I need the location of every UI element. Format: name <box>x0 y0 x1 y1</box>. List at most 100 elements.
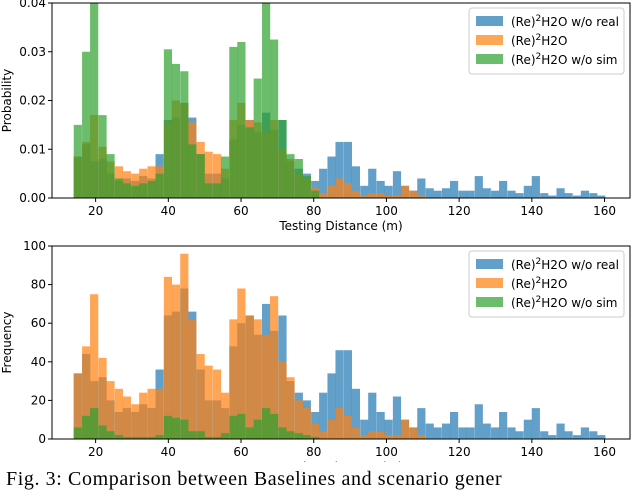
bar-green-26 <box>286 154 295 199</box>
x-tick-label: 20 <box>88 204 103 218</box>
bar-green-25 <box>278 427 287 439</box>
y-tick-label: 60 <box>31 316 46 330</box>
bar-green-21 <box>245 127 254 198</box>
x-tick-label: 100 <box>375 204 398 218</box>
y-tick-label: 0.02 <box>19 94 46 108</box>
bar-orange-40 <box>400 419 410 439</box>
bar-green-23 <box>262 3 271 198</box>
frequency-histogram: 20406080100120140160020406080100Testing … <box>0 239 631 462</box>
x-axis-label: Testing Distance (m) <box>278 219 402 233</box>
bar-orange-18 <box>220 392 230 439</box>
bar-blue-56 <box>531 176 540 198</box>
bar-green-1 <box>82 415 91 439</box>
bar-green-27 <box>294 433 303 439</box>
bar-blue-43 <box>425 423 434 439</box>
figure: 20 40 60 80 100 120 140 160 0.00 0.01 0.02 0.03 0.04… <box>0 0 631 462</box>
bar-green-7 <box>131 185 140 198</box>
bar-orange-32 <box>335 408 344 439</box>
y-tick-label: 100 <box>23 239 46 253</box>
bar-green-23 <box>262 408 271 439</box>
bar-green-8 <box>139 183 148 199</box>
legend-swatch-orange <box>476 35 503 45</box>
bar-orange-34 <box>351 190 360 198</box>
bar-blue-44 <box>433 190 442 198</box>
bar-green-29 <box>311 437 320 439</box>
bar-orange-16 <box>204 365 213 439</box>
bar-orange-22 <box>253 319 262 439</box>
bar-orange-8 <box>139 392 148 439</box>
bar-blue-56 <box>531 408 540 439</box>
bar-blue-50 <box>482 188 491 198</box>
bar-blue-54 <box>515 193 524 199</box>
x-tick-label: 140 <box>520 204 543 218</box>
bar-green-10 <box>155 173 164 199</box>
bar-orange-42 <box>417 195 426 198</box>
bar-orange-42 <box>417 435 426 439</box>
bar-green-7 <box>131 437 140 439</box>
y-tick-label: 0.00 <box>19 191 46 205</box>
bar-green-28 <box>302 176 311 198</box>
bar-orange-5 <box>114 388 123 439</box>
bar-blue-30 <box>319 168 328 198</box>
bar-blue-32 <box>335 350 344 439</box>
bar-orange-8 <box>139 168 148 198</box>
bar-orange-19 <box>229 319 238 439</box>
bar-blue-58 <box>548 435 557 439</box>
bar-green-5 <box>114 435 123 439</box>
y-axis-label: Probability <box>0 69 14 132</box>
bar-blue-55 <box>523 419 532 439</box>
bar-green-17 <box>212 183 222 199</box>
bar-blue-39 <box>392 171 402 198</box>
y-tick-label: 0.04 <box>19 0 46 10</box>
bar-orange-14 <box>188 319 197 439</box>
bar-blue-62 <box>580 190 590 198</box>
bar-orange-38 <box>384 195 393 198</box>
bar-blue-47 <box>458 427 467 439</box>
bar-green-19 <box>229 415 238 439</box>
bar-blue-38 <box>384 185 393 198</box>
bar-orange-34 <box>351 427 360 439</box>
bar-green-25 <box>278 120 287 198</box>
bar-blue-30 <box>319 392 328 439</box>
legend-swatch-blue <box>476 259 503 269</box>
bar-green-9 <box>147 180 156 198</box>
bar-blue-46 <box>449 411 459 439</box>
bar-orange-36 <box>368 431 377 439</box>
legend-box <box>468 7 625 75</box>
legend-label-blue: (Re)2H2O w/o real <box>511 14 619 29</box>
bar-green-16 <box>204 437 213 439</box>
x-tick-label: 20 <box>88 445 103 459</box>
bar-orange-23 <box>262 334 271 439</box>
bar-orange-3 <box>98 357 107 439</box>
bar-blue-53 <box>507 190 516 198</box>
bar-orange-41 <box>409 427 418 439</box>
bar-green-24 <box>270 39 279 199</box>
bar-blue-60 <box>564 193 573 199</box>
bar-blue-47 <box>458 190 467 198</box>
x-tick-label: 80 <box>306 204 321 218</box>
bar-green-17 <box>212 437 222 439</box>
bar-orange-40 <box>400 185 410 198</box>
bar-orange-17 <box>212 154 222 199</box>
bar-orange-9 <box>147 388 156 439</box>
bar-orange-27 <box>294 400 303 439</box>
bar-green-2 <box>90 408 99 439</box>
bar-blue-38 <box>384 419 393 439</box>
bar-orange-33 <box>343 415 352 439</box>
bar-green-21 <box>245 427 254 439</box>
bar-blue-35 <box>360 185 369 198</box>
y-axis-label: Frequency <box>0 312 14 374</box>
bar-green-6 <box>122 437 131 439</box>
bar-green-20 <box>237 42 246 198</box>
bar-green-24 <box>270 413 279 439</box>
x-tick-label: 120 <box>448 204 471 218</box>
bar-blue-53 <box>507 427 516 439</box>
bar-orange-21 <box>245 315 254 439</box>
bar-blue-54 <box>515 431 524 439</box>
bar-blue-36 <box>368 392 377 439</box>
bar-orange-16 <box>204 151 213 198</box>
bar-orange-32 <box>335 178 344 198</box>
probability-histogram: 20 40 60 80 100 120 140 160 0.00 0.01 0.02 0.03 0.04… <box>0 0 631 233</box>
bar-orange-38 <box>384 435 393 439</box>
x-tick-label: 60 <box>233 445 248 459</box>
